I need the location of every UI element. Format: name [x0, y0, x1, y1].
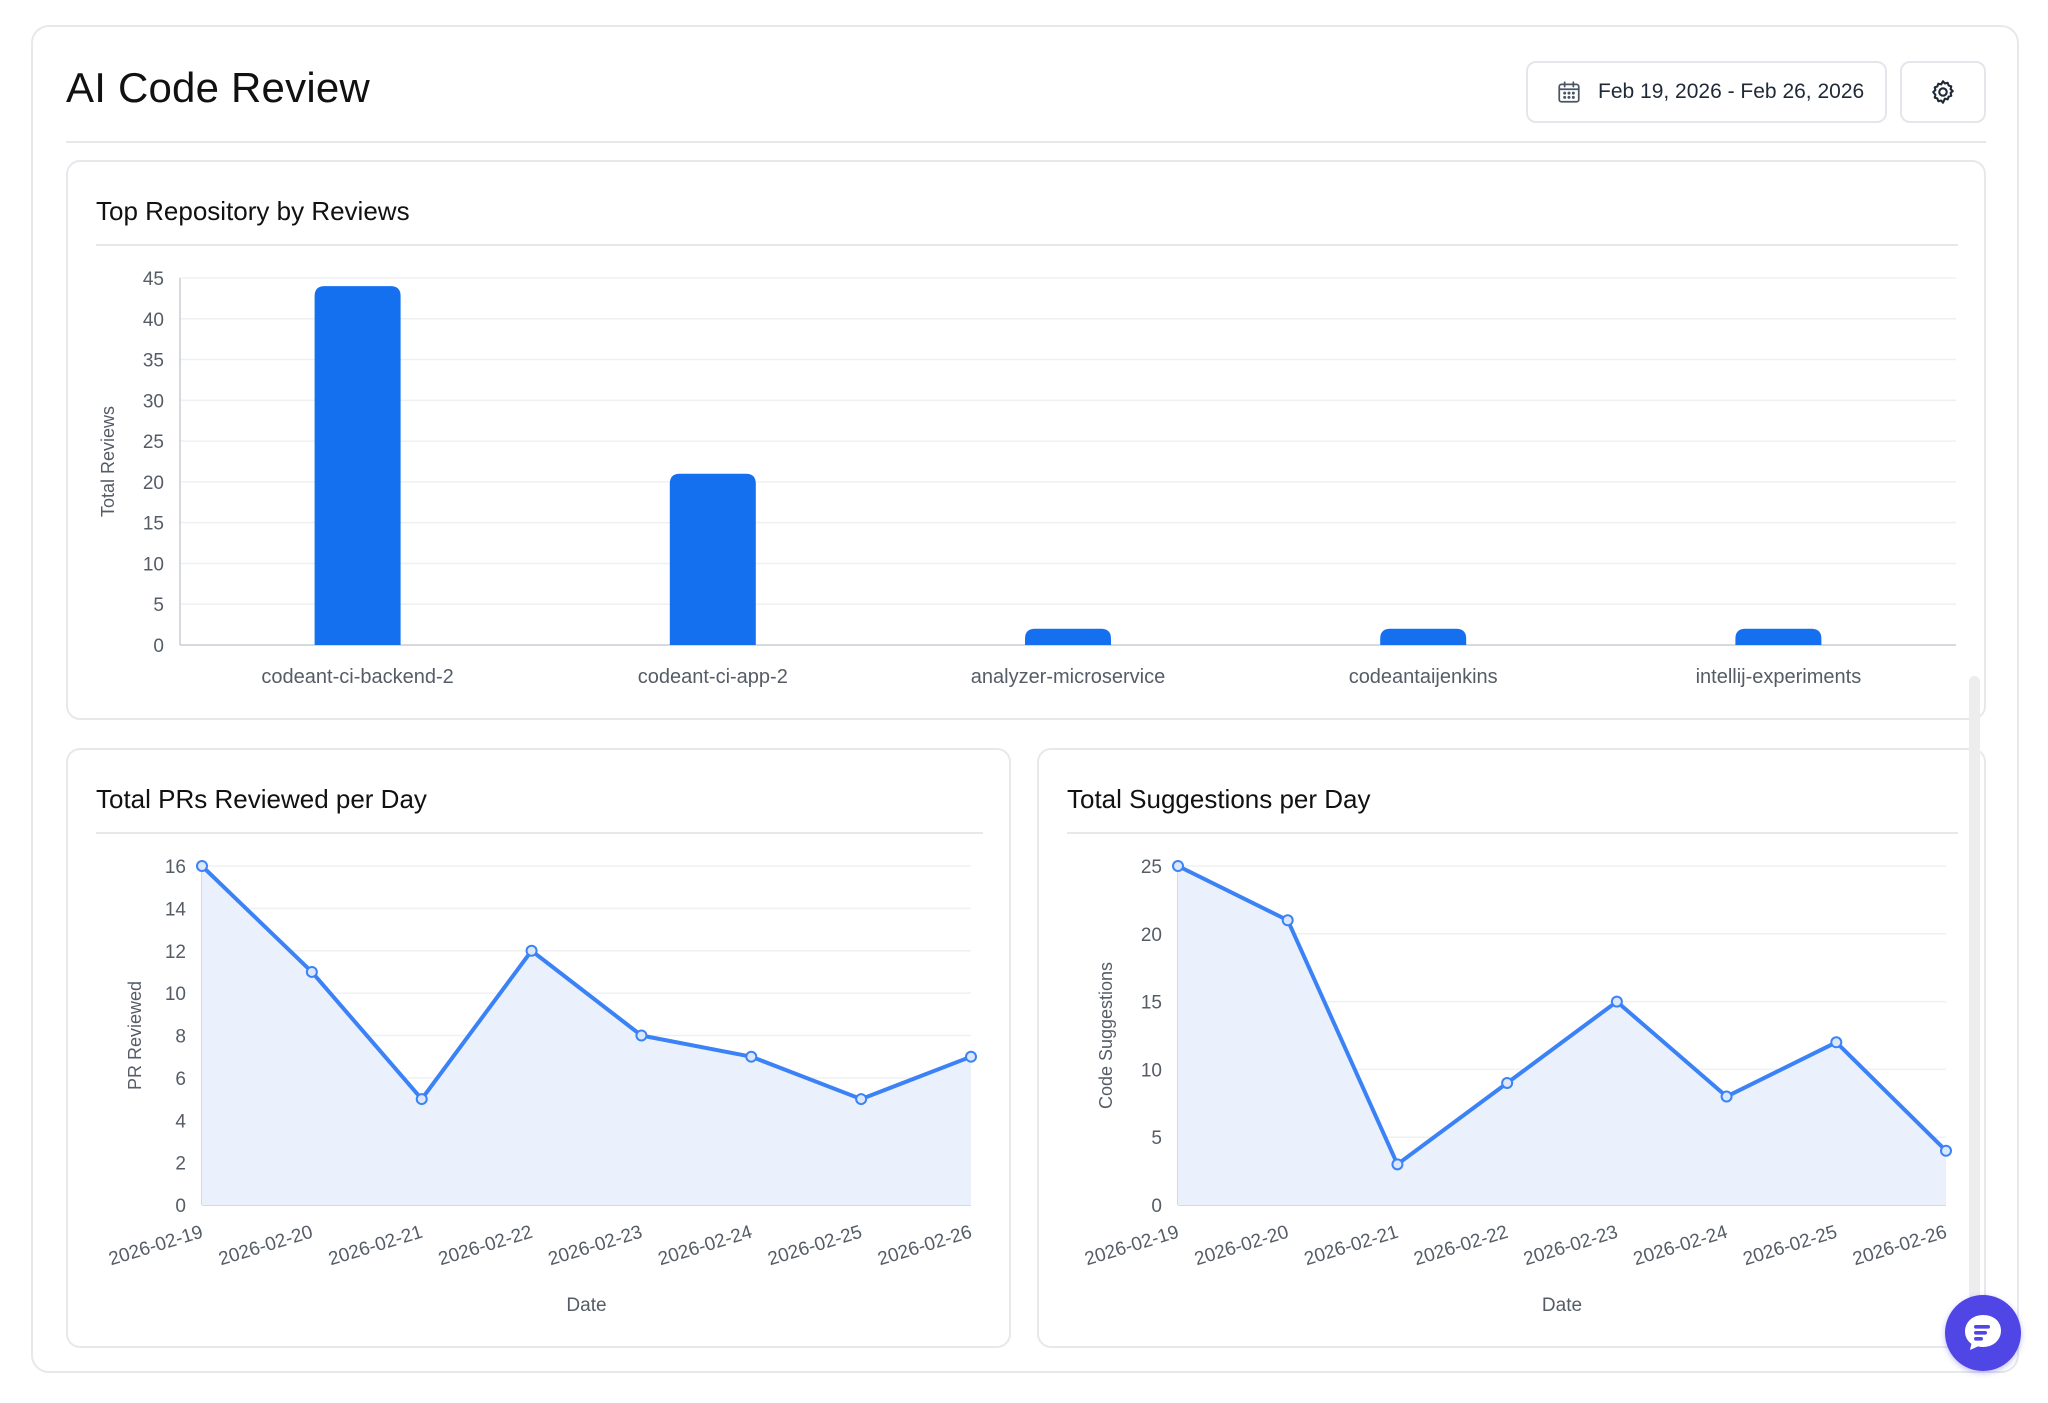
- y-tick-label: 5: [153, 595, 164, 616]
- data-point-2026-02-25: [855, 1093, 868, 1106]
- area-fill: [202, 866, 971, 1205]
- x-tick-label: 2026-02-23: [546, 1222, 645, 1271]
- suggestions-per-day-title: Total Suggestions per Day: [1067, 784, 1371, 814]
- y-tick-label: 15: [1141, 993, 1162, 1014]
- top-repository-title: Top Repository by Reviews: [96, 196, 410, 226]
- x-tick-label: analyzer-microservice: [971, 666, 1166, 688]
- y-tick-label: 8: [175, 1027, 186, 1048]
- x-tick-label: 2026-02-26: [875, 1222, 974, 1271]
- data-point-2026-02-23: [635, 1029, 648, 1042]
- x-tick-label: 2026-02-25: [766, 1222, 865, 1271]
- data-point-2026-02-25: [1830, 1036, 1843, 1049]
- y-tick-label: 40: [143, 310, 164, 331]
- chat-button[interactable]: [1945, 1295, 2021, 1371]
- x-tick-label: 2026-02-26: [1850, 1222, 1949, 1271]
- date-range-label: Feb 19, 2026 - Feb 26, 2026: [1598, 80, 1865, 103]
- y-tick-label: 30: [143, 391, 164, 412]
- card-divider: [96, 244, 1958, 246]
- data-point-2026-02-24: [745, 1050, 758, 1063]
- y-axis-title: Code Suggestions: [1096, 962, 1116, 1109]
- data-point-2026-02-21: [415, 1093, 428, 1106]
- x-tick-label: 2026-02-22: [1412, 1222, 1511, 1271]
- y-axis-title: PR Reviewed: [125, 981, 145, 1090]
- x-tick-label: 2026-02-23: [1521, 1222, 1620, 1271]
- x-tick-label: 2026-02-20: [1192, 1222, 1291, 1271]
- y-tick-label: 20: [143, 473, 164, 494]
- data-point-2026-02-19: [196, 860, 208, 872]
- data-point-2026-02-26: [965, 1050, 977, 1063]
- y-tick-label: 4: [175, 1111, 186, 1132]
- gear-icon: [1932, 80, 1954, 104]
- data-point-2026-02-19: [1172, 860, 1184, 872]
- x-tick-label: 2026-02-22: [436, 1222, 535, 1271]
- x-tick-label: 2026-02-21: [1302, 1222, 1401, 1271]
- data-point-2026-02-22: [525, 944, 538, 957]
- suggestions-per-day-chart: 0 5 10 15 20 25 2026-02-19 2026-02-20 2026-02-21…: [1082, 857, 1952, 1316]
- y-tick-label: 0: [153, 636, 164, 657]
- suggestions-per-day-card: Total Suggestions per Day 0 5 10 15 20 25 2026…: [1037, 748, 1986, 1348]
- x-axis-title: Date: [1542, 1295, 1582, 1316]
- calendar-icon: [1558, 81, 1580, 103]
- x-tick-label: 2026-02-20: [216, 1222, 315, 1271]
- settings-button[interactable]: [1900, 61, 1986, 123]
- card-divider: [1067, 832, 1958, 834]
- y-tick-label: 10: [143, 554, 164, 575]
- chat-bubble-icon: [1965, 1315, 2001, 1350]
- x-tick-label: codeantaijenkins: [1349, 666, 1498, 688]
- bar-codeantaijenkins: [1380, 628, 1467, 645]
- y-tick-label: 0: [1151, 1196, 1162, 1217]
- data-point-2026-02-24: [1720, 1090, 1733, 1103]
- y-tick-label: 6: [175, 1069, 186, 1090]
- y-tick-label: 0: [175, 1196, 186, 1217]
- header-divider: [66, 141, 1986, 143]
- y-tick-label: 15: [143, 514, 164, 535]
- x-tick-label: 2026-02-24: [1631, 1222, 1730, 1271]
- y-tick-label: 25: [1141, 857, 1162, 878]
- y-tick-label: 12: [165, 942, 186, 963]
- data-point-2026-02-20: [1281, 914, 1294, 927]
- data-point-2026-02-21: [1391, 1158, 1404, 1171]
- y-tick-label: 2: [175, 1154, 186, 1175]
- x-tick-label: 2026-02-19: [106, 1222, 205, 1271]
- data-point-2026-02-22: [1501, 1076, 1514, 1089]
- y-tick-label: 10: [1141, 1060, 1162, 1081]
- x-tick-label: 2026-02-24: [656, 1222, 755, 1271]
- bar-codeant-ci-backend-2: [314, 286, 401, 645]
- scrollbar[interactable]: [1969, 676, 1980, 1336]
- page-title: AI Code Review: [66, 64, 370, 111]
- x-tick-label: 2026-02-21: [326, 1222, 425, 1271]
- bar-analyzer-microservice: [1025, 628, 1111, 645]
- prs-per-day-card: Total PRs Reviewed per Day 0 2 4 6 8 10 12 14 16…: [66, 748, 1011, 1348]
- prs-per-day-title: Total PRs Reviewed per Day: [96, 784, 427, 814]
- top-repository-chart: 0 5 10 15 20 25 30 35 40 45 codeant-ci-backend-2 co…: [98, 269, 1956, 688]
- data-point-2026-02-26: [1940, 1144, 1952, 1157]
- x-axis-title: Date: [566, 1295, 606, 1316]
- x-tick-label: 2026-02-19: [1082, 1222, 1181, 1271]
- y-tick-label: 14: [165, 899, 187, 920]
- x-tick-label: intellij-experiments: [1696, 666, 1862, 688]
- data-point-2026-02-23: [1610, 995, 1623, 1008]
- y-tick-label: 35: [143, 351, 164, 372]
- x-tick-label: 2026-02-25: [1741, 1222, 1840, 1271]
- series-line: [1176, 864, 1948, 1167]
- x-tick-label: codeant-ci-backend-2: [261, 666, 453, 688]
- date-range-picker-button[interactable]: Feb 19, 2026 - Feb 26, 2026: [1526, 61, 1887, 123]
- card-divider: [96, 832, 983, 834]
- y-tick-label: 45: [143, 269, 164, 290]
- y-tick-label: 16: [165, 857, 186, 878]
- y-tick-label: 25: [143, 432, 164, 453]
- x-tick-label: codeant-ci-app-2: [638, 666, 788, 688]
- y-tick-label: 20: [1141, 925, 1162, 946]
- bar-codeant-ci-app-2: [669, 473, 756, 645]
- y-tick-label: 5: [1151, 1128, 1162, 1149]
- top-repository-card: Top Repository by Reviews 0 5 10 15 20 25 30 35…: [66, 160, 1986, 720]
- bar-intellij-experiments: [1735, 628, 1822, 645]
- series-line: [200, 864, 973, 1102]
- y-tick-label: 10: [165, 984, 186, 1005]
- data-point-2026-02-20: [305, 965, 318, 978]
- y-axis-title: Total Reviews: [98, 406, 118, 517]
- area-fill: [1178, 866, 1946, 1205]
